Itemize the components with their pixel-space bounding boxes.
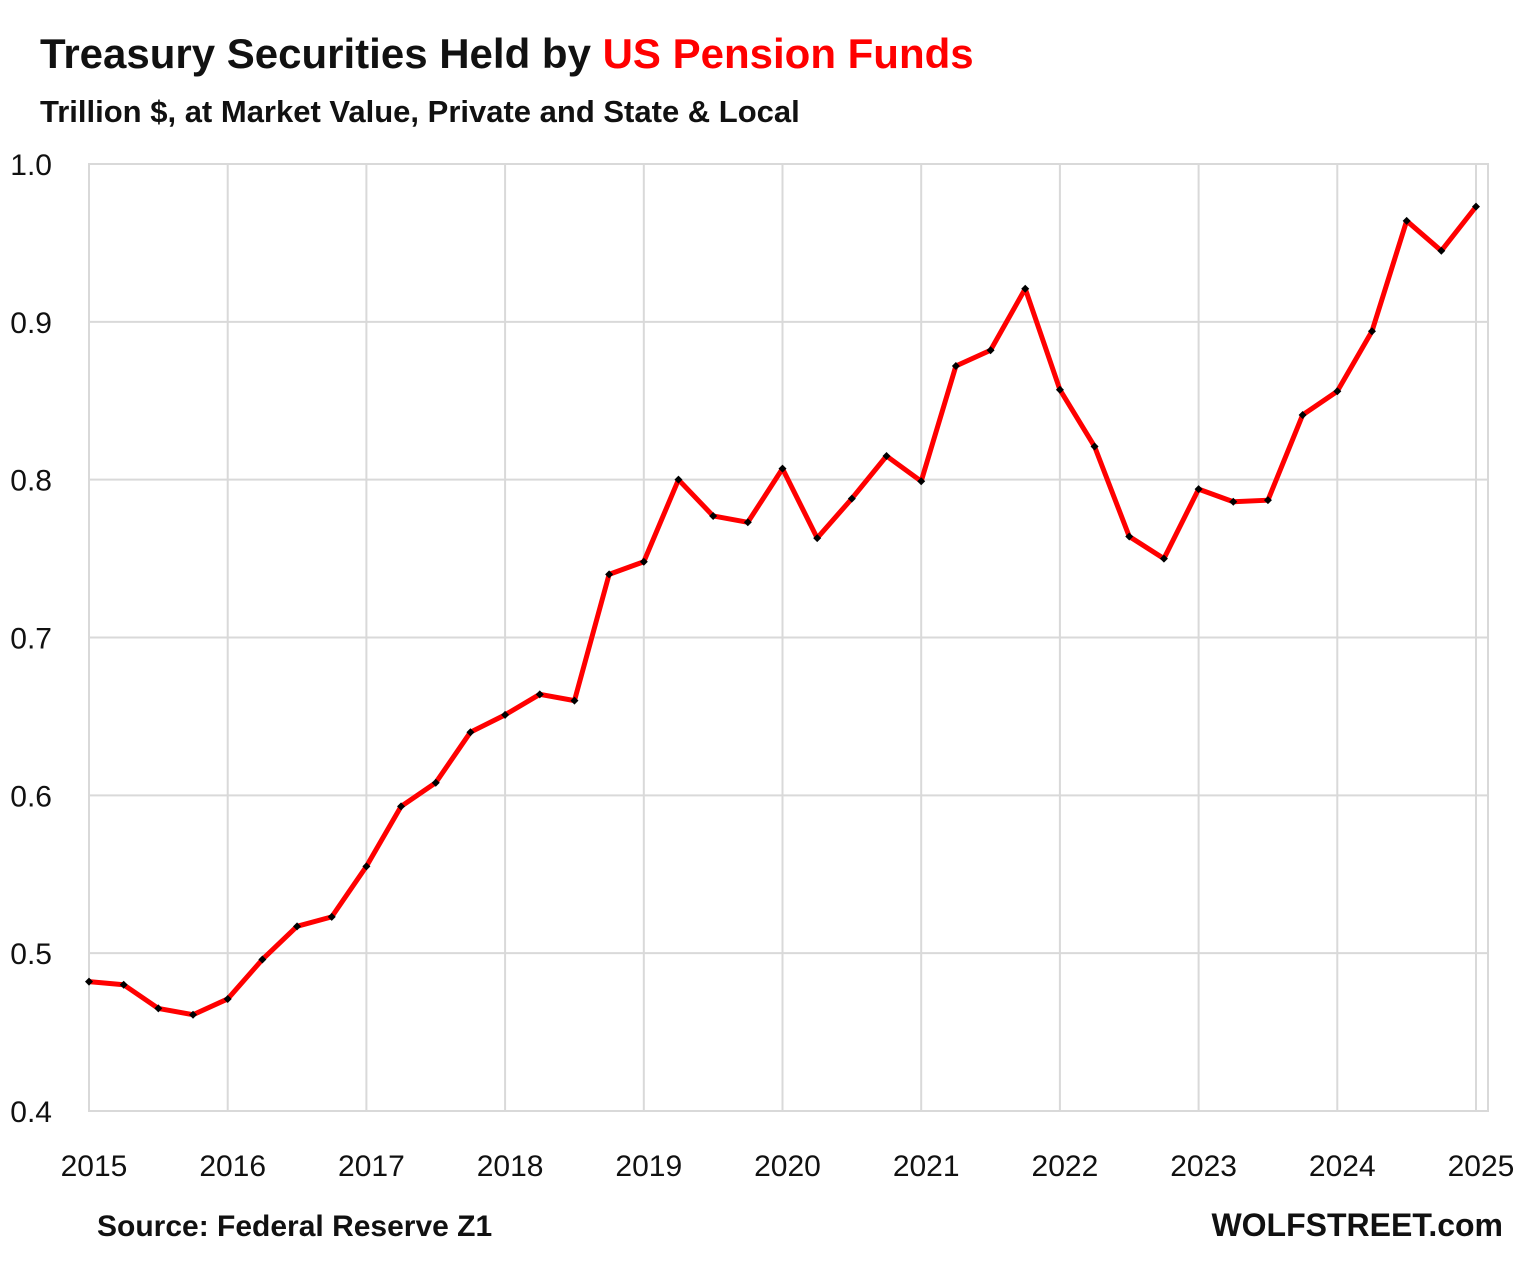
y-tick-label: 0.9 [10,307,52,340]
data-point [85,977,93,986]
data-point [709,511,718,520]
data-point [1263,496,1272,505]
credit: WOLFSTREET.com [1211,1207,1503,1243]
x-tick-label: 2017 [338,1150,405,1183]
data-point [1055,385,1064,394]
x-tick-label: 2019 [615,1150,682,1183]
data-point [1298,410,1307,419]
data-point [327,912,336,921]
y-tick-label: 1.0 [10,149,52,182]
data-point [847,494,856,503]
data-point [605,570,614,579]
data-point [674,475,683,484]
data-point [1159,554,1168,563]
data-point [1229,497,1238,506]
data-point [154,1004,163,1013]
data-point [1367,327,1376,336]
x-tick-label: 2016 [199,1150,266,1183]
data-point [1402,216,1411,225]
x-tick-label: 2020 [754,1150,821,1183]
data-point [1472,202,1480,211]
x-tick-label: 2023 [1170,1150,1237,1183]
y-tick-label: 0.6 [10,780,52,813]
y-tick-label: 0.8 [10,465,52,498]
data-point [1437,246,1446,255]
data-point [778,464,787,473]
chart-title: Treasury Securities Held by US Pension F… [40,30,974,77]
x-tick-label: 2015 [61,1150,128,1183]
data-point [466,728,475,737]
data-point [1194,485,1203,494]
data-point [917,477,926,486]
data-point [293,922,302,931]
y-tick-label: 0.5 [10,938,52,971]
data-point [639,557,648,566]
data-point [743,518,752,527]
x-tick-label: 2021 [893,1150,960,1183]
data-point [1021,284,1030,293]
data-point [501,710,510,719]
chart-subtitle: Trillion $, at Market Value, Private and… [40,94,800,129]
data-point [951,362,960,371]
data-point [986,346,995,355]
data-point [189,1010,198,1019]
title-main: Treasury Securities Held by [40,30,592,77]
x-tick-label: 2024 [1309,1150,1376,1183]
grid [88,163,1489,1112]
data-point [258,955,267,964]
data-point [1333,387,1342,396]
data-point [1125,532,1134,541]
y-tick-label: 0.7 [10,623,52,656]
x-tick-label: 2025 [1448,1150,1515,1183]
data-point [570,696,579,705]
x-tick-label: 2018 [477,1150,544,1183]
data-point [535,690,544,699]
source-note: Source: Federal Reserve Z1 [97,1210,492,1243]
title-highlight: US Pension Funds [603,30,974,77]
data-point [223,994,232,1003]
y-tick-label: 0.4 [10,1096,52,1129]
plot-area [85,202,1480,1019]
data-point [397,802,406,811]
data-point [1090,442,1099,451]
data-point [813,534,822,543]
x-tick-label: 2022 [1032,1150,1099,1183]
data-point [882,451,891,460]
data-point [431,778,440,787]
data-point [119,980,128,989]
data-point [362,862,371,871]
